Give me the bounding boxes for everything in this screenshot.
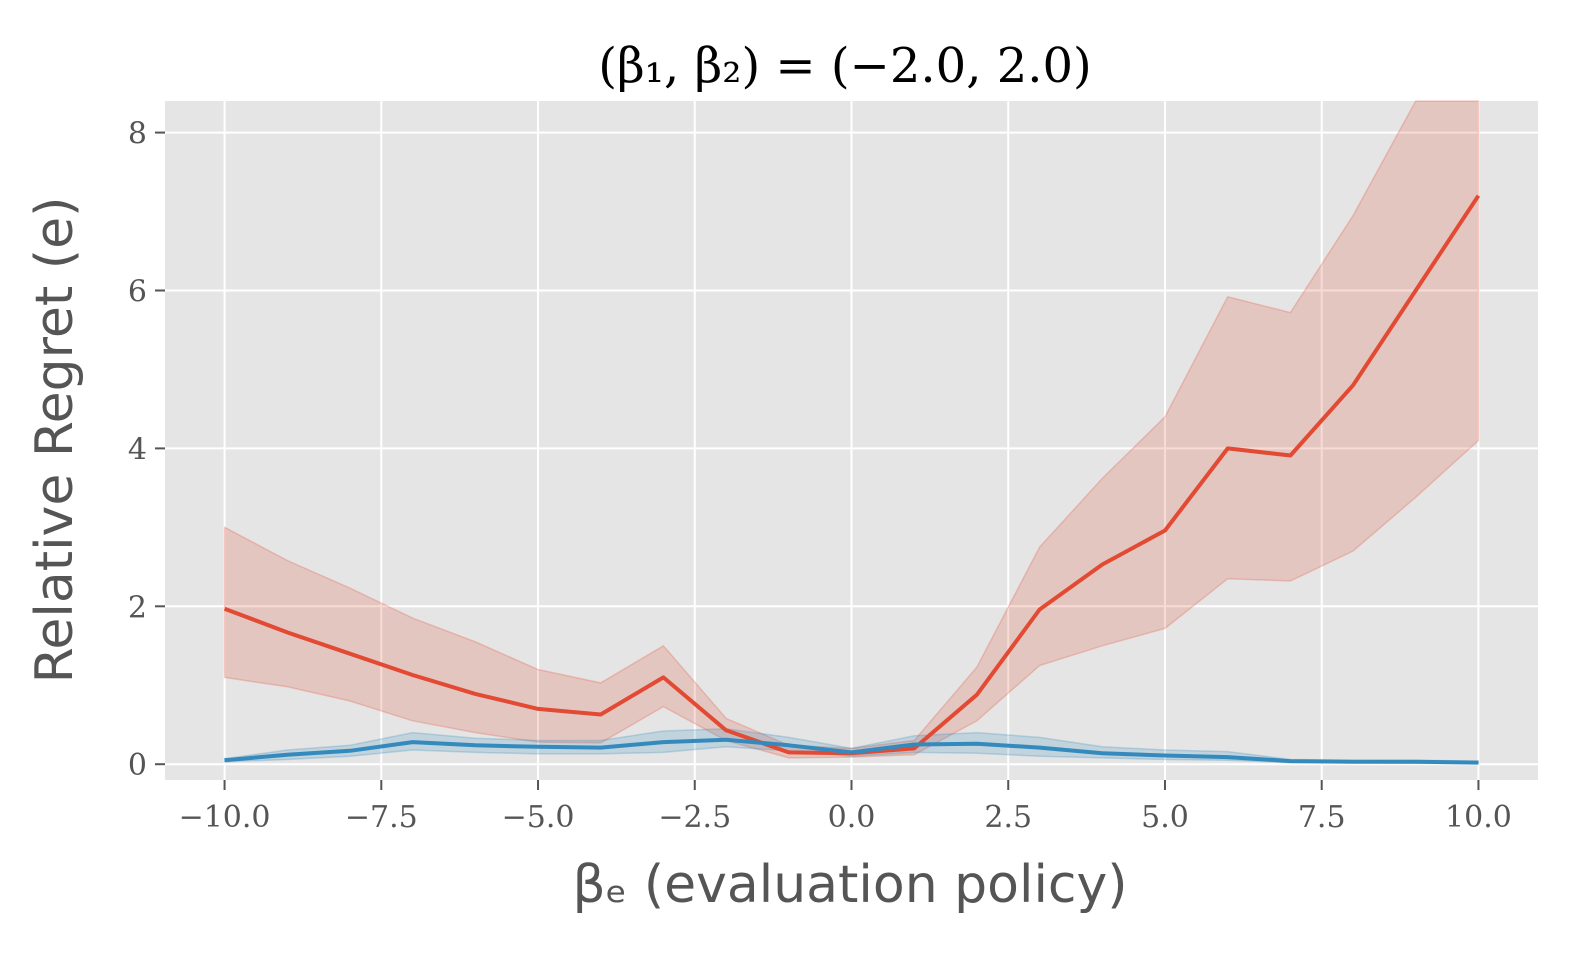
y-axis-label: Relative Regret (e) <box>25 197 85 684</box>
x-tick-label: 10.0 <box>1445 800 1512 835</box>
series-1-band <box>223 100 1480 759</box>
y-tick-label: 0 <box>128 748 147 783</box>
x-tick-label: 2.5 <box>984 800 1032 835</box>
y-axis: 0 2 4 6 8 <box>128 117 165 783</box>
series-lines <box>223 194 1481 765</box>
x-tick-label: −10.0 <box>179 800 271 835</box>
x-tick-label: 5.0 <box>1141 800 1189 835</box>
x-axis-label: βₑ (evaluation policy) <box>572 855 1127 915</box>
x-tick-label: 7.5 <box>1298 800 1346 835</box>
chart-title: (β₁, β₂) = (−2.0, 2.0) <box>598 38 1092 94</box>
series-2-line <box>224 737 1479 765</box>
y-tick-label: 6 <box>128 274 147 309</box>
x-tick-label: −2.5 <box>658 800 731 835</box>
x-axis: −10.0 −7.5 −5.0 −2.5 0.0 2.5 5.0 7.5 10.0 <box>179 780 1512 835</box>
x-tick-label: −5.0 <box>502 800 575 835</box>
y-tick-label: 8 <box>128 117 147 152</box>
y-tick-label: 2 <box>128 590 147 625</box>
x-tick-label: −7.5 <box>345 800 418 835</box>
y-tick-label: 4 <box>128 432 147 467</box>
x-tick-label: 0.0 <box>828 800 876 835</box>
grid <box>165 101 1538 780</box>
